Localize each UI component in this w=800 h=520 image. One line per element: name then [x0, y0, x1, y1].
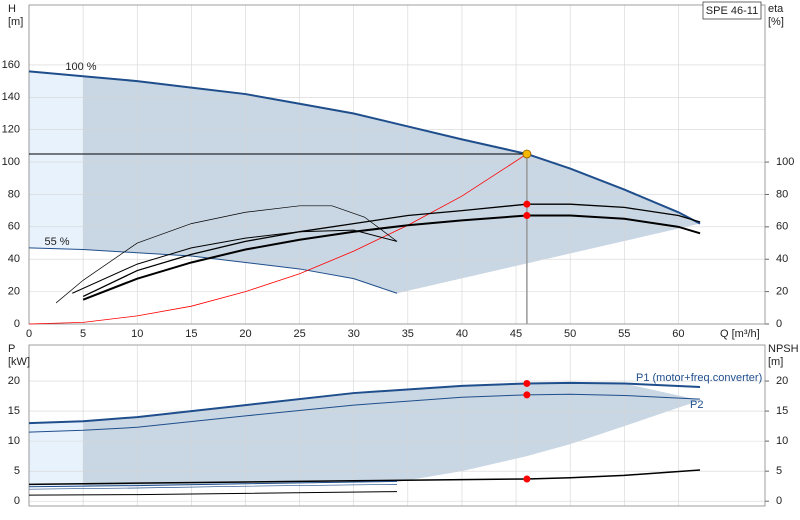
y-tick-label: 100	[2, 156, 20, 168]
curve	[28, 484, 398, 490]
curve	[28, 480, 398, 488]
speed-annotation: 55 %	[44, 236, 69, 248]
x-tick-label: 15	[185, 328, 197, 340]
x-tick-label: 45	[510, 328, 522, 340]
y2-tick-label: 0	[776, 318, 782, 330]
y-tick-label: 5	[14, 465, 20, 477]
duty-point	[523, 475, 531, 483]
curve	[82, 203, 701, 298]
x-tick-label: 0	[26, 328, 32, 340]
operating-region	[29, 421, 84, 487]
operating-region	[83, 76, 701, 294]
x-tick-label: 5	[80, 328, 86, 340]
y-tick-label: 20	[8, 286, 20, 298]
y-tick-label: 140	[2, 91, 20, 103]
y-tick-label: 160	[2, 59, 20, 71]
y2-tick-label: 20	[776, 375, 788, 387]
duty-point	[523, 200, 531, 208]
y2-tick-label: 5	[776, 465, 782, 477]
curve-label: P1 (motor+freq.converter)	[636, 372, 762, 384]
chart-title: SPE 46-11	[706, 5, 758, 17]
y-axis-label: H	[8, 3, 16, 15]
y-axis-label: [kW]	[8, 356, 30, 368]
y-tick-label: 0	[14, 495, 20, 507]
x-tick-label: 55	[618, 328, 630, 340]
y-tick-label: 60	[8, 221, 20, 233]
curve-label: P2	[690, 399, 703, 411]
y2-tick-label: 100	[776, 156, 794, 168]
curve	[28, 153, 528, 325]
y2-axis-label: NPSH	[768, 343, 799, 355]
plot-frame	[28, 4, 766, 325]
x-tick-label: 50	[564, 328, 576, 340]
y-axis-label: P	[8, 343, 15, 355]
x-tick-label: 10	[131, 328, 143, 340]
x-axis-label: Q [m³/h]	[720, 328, 760, 340]
y-tick-label: 20	[8, 375, 20, 387]
y-tick-label: 10	[8, 435, 20, 447]
x-tick-label: 30	[348, 328, 360, 340]
y-tick-label: 40	[8, 253, 20, 265]
curve	[28, 393, 701, 433]
curve	[28, 491, 398, 496]
x-tick-label: 40	[456, 328, 468, 340]
x-tick-label: 25	[293, 328, 305, 340]
x-tick-label: 60	[672, 328, 684, 340]
duty-point	[523, 212, 531, 220]
y2-axis-label: [m]	[768, 356, 783, 368]
operating-region	[29, 71, 84, 250]
y2-axis-label: [%]	[768, 16, 784, 28]
curve	[28, 70, 701, 225]
y2-tick-label: 40	[776, 253, 788, 265]
y2-axis-label: eta	[768, 3, 784, 15]
y-axis-label: [m]	[8, 16, 23, 28]
y2-tick-label: 80	[776, 188, 788, 200]
curve	[72, 229, 398, 294]
curve	[28, 469, 701, 486]
curve	[28, 381, 701, 425]
title-box	[702, 1, 762, 20]
y-tick-label: 80	[8, 188, 20, 200]
y2-tick-label: 20	[776, 286, 788, 298]
curve	[55, 205, 398, 304]
y2-tick-label: 10	[776, 435, 788, 447]
y-tick-label: 0	[14, 318, 20, 330]
y2-tick-label: 60	[776, 221, 788, 233]
duty-point	[522, 149, 532, 159]
x-tick-label: 35	[402, 328, 414, 340]
operating-region	[83, 382, 701, 487]
speed-annotation: 100 %	[65, 61, 96, 73]
duty-point	[523, 379, 531, 387]
y2-tick-label: 0	[776, 495, 782, 507]
curve	[28, 247, 398, 294]
curve	[82, 214, 701, 301]
x-tick-label: 20	[239, 328, 251, 340]
y-tick-label: 120	[2, 124, 20, 136]
y2-tick-label: 15	[776, 405, 788, 417]
plot-frame	[28, 344, 766, 507]
y-tick-label: 15	[8, 405, 20, 417]
duty-point	[523, 391, 531, 399]
